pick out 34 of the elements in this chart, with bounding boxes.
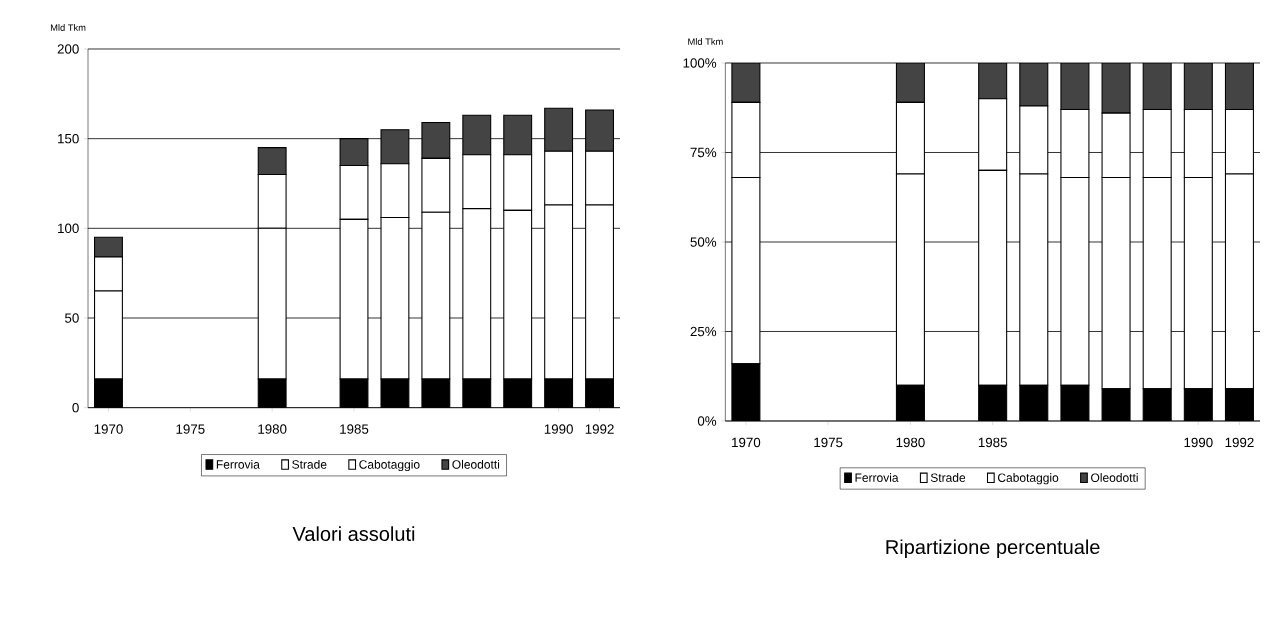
legend-label: Ferrovia: [216, 459, 260, 469]
y-tick-label: 50: [65, 313, 79, 323]
y-axis-title: Mld Tkm: [688, 38, 723, 45]
text: Valori assoluti: [292, 526, 415, 541]
legend-label: Oleodotti: [452, 459, 500, 469]
y-tick-label: 100: [58, 223, 79, 234]
x-tick-label: 1992: [1225, 437, 1254, 448]
x-tick-label: 1990: [1184, 437, 1213, 448]
text: Ripartizione percentuale: [886, 539, 1100, 559]
x-tick-label: 1980: [258, 424, 287, 434]
y-tick-label: 150: [58, 133, 79, 144]
y-tick-label: 25%: [690, 326, 717, 337]
legend-label: Cabotaggio: [359, 459, 420, 472]
x-tick-label: 1975: [176, 424, 205, 434]
y-tick-label: 75%: [690, 147, 717, 158]
x-tick-label: 1985: [340, 424, 369, 434]
legend-label: Cabotaggio: [997, 473, 1059, 485]
x-tick-label: 1975: [814, 437, 843, 448]
legend-label: Strade: [930, 473, 966, 482]
y-tick-label: 100%: [683, 58, 717, 68]
y-tick-label: 0: [72, 402, 79, 413]
legend-label: Strade: [292, 459, 327, 469]
legend-label: Oleodotti: [1091, 473, 1138, 482]
x-tick-label: 1992: [585, 424, 614, 434]
y-tick-label: 200: [57, 44, 79, 54]
y-axis-title: Mld Tkm: [50, 24, 86, 31]
x-tick-label: 1985: [978, 437, 1007, 448]
legend-label: Ferrovia: [855, 473, 899, 482]
x-tick-label: 1980: [896, 437, 925, 448]
y-tick-label: 0%: [697, 416, 717, 426]
x-tick-label: 1970: [94, 424, 123, 434]
x-tick-label: 1970: [732, 437, 761, 448]
y-tick-label: 50%: [690, 237, 717, 247]
x-tick-label: 1990: [544, 424, 573, 434]
